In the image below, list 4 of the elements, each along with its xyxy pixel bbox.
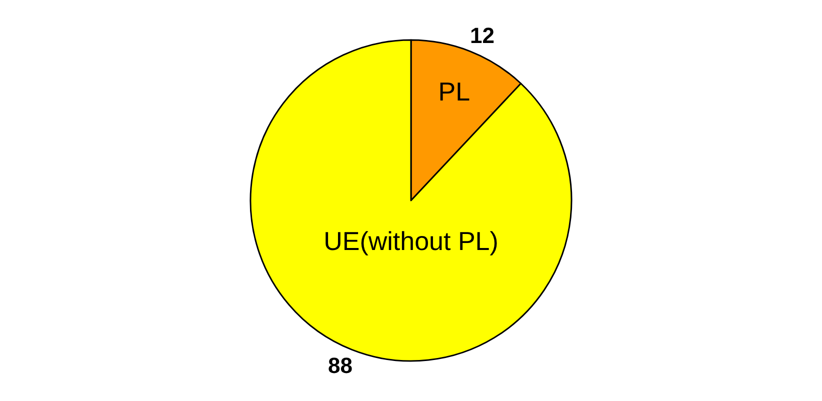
slice-label: PL [438, 76, 470, 106]
data-label: 88 [328, 353, 352, 378]
slice-label: UE(without PL) [324, 226, 498, 256]
data-label: 12 [470, 23, 494, 48]
